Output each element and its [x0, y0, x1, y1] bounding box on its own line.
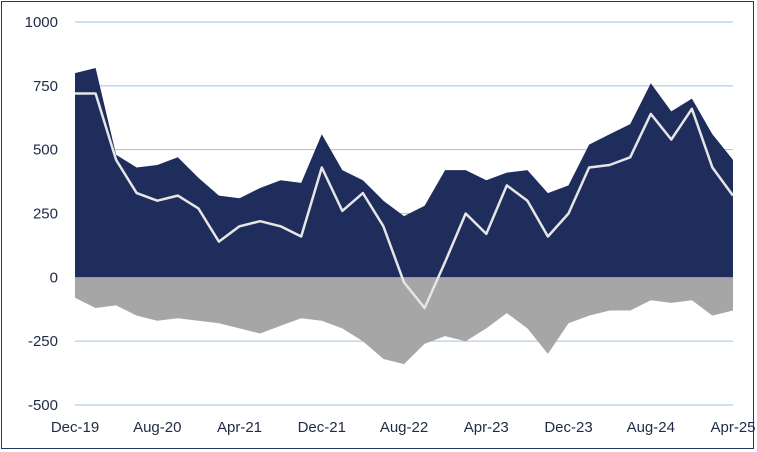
x-tick-label: Aug-24 — [627, 419, 675, 436]
y-tick-label: 0 — [50, 269, 58, 286]
x-axis: Dec-19 Aug-20 Apr-21 Dec-21 Aug-22 Apr-23 Dec-… — [51, 419, 756, 436]
y-tick-label: -500 — [28, 397, 58, 414]
x-tick-label: Aug-22 — [380, 419, 428, 436]
y-tick-label: 500 — [33, 142, 58, 159]
y-tick-label: 1000 — [25, 14, 58, 31]
area-series-0 — [75, 68, 733, 278]
y-tick-label: 750 — [33, 78, 58, 95]
x-tick-label: Dec-21 — [298, 419, 346, 436]
area-series-1 — [75, 277, 733, 365]
x-tick-label: Dec-23 — [544, 419, 592, 436]
line-series-2 — [75, 92, 735, 310]
plot-area — [75, 68, 735, 365]
y-tick-label: -250 — [28, 333, 58, 350]
x-tick-label: Dec-19 — [51, 419, 99, 436]
y-tick-label: 250 — [33, 206, 58, 223]
x-tick-label: Apr-23 — [464, 419, 509, 436]
x-tick-label: Aug-20 — [133, 419, 181, 436]
x-tick-label: Apr-21 — [217, 419, 262, 436]
y-axis: 1000 750 500 250 0 -250 -500 — [25, 14, 58, 414]
x-tick-label: Apr-25 — [710, 419, 755, 436]
